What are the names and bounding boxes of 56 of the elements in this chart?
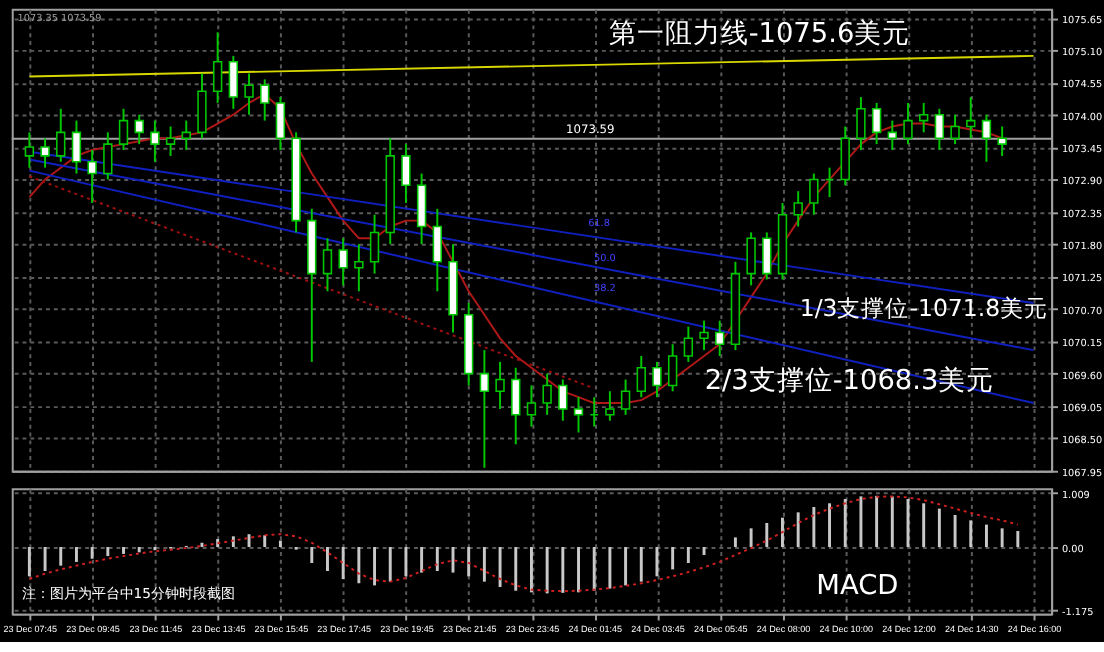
- candlestick: [322, 237, 333, 293]
- candlestick: [840, 125, 850, 187]
- candlestick: [103, 131, 113, 181]
- annotation: MACD: [816, 570, 899, 603]
- candlestick: [981, 113, 992, 163]
- candlestick: [918, 101, 929, 134]
- candlestick: [181, 119, 191, 151]
- candlestick: [558, 378, 568, 422]
- candlestick: [856, 96, 866, 151]
- candlestick: [746, 231, 756, 287]
- candlestick: [416, 172, 427, 246]
- candlestick: [87, 149, 97, 204]
- candlestick: [793, 190, 803, 228]
- candlestick: [118, 107, 129, 151]
- candlestick: [40, 137, 50, 169]
- candlestick: [542, 372, 552, 416]
- candlestick: [228, 54, 239, 110]
- candlestick: [950, 113, 960, 146]
- candlestick: [401, 143, 411, 204]
- candlestick: [495, 360, 505, 410]
- candlestick: [260, 78, 270, 122]
- candlestick: [526, 384, 537, 428]
- candlestick: [275, 96, 286, 151]
- candlestick: [903, 101, 913, 146]
- candlestick: [934, 107, 945, 151]
- candlestick: [715, 319, 725, 357]
- candlestick: [56, 107, 66, 163]
- candlestick: [966, 96, 976, 140]
- candlestick: [134, 113, 144, 146]
- candlestick: [762, 231, 772, 281]
- candlestick: [699, 319, 709, 352]
- candlestick: [636, 355, 646, 399]
- candlestick: [432, 207, 443, 293]
- candlestick: [244, 72, 254, 116]
- candlestick: [71, 119, 82, 175]
- candlestick: [150, 119, 160, 163]
- candlestick: [338, 237, 348, 287]
- candlestick: [605, 390, 615, 422]
- candlestick: [887, 119, 898, 151]
- annotation: 第一阻力线-1075.6美元: [608, 18, 911, 51]
- candlestick: [573, 396, 584, 434]
- candlestick: [511, 366, 521, 446]
- candlestick: [871, 101, 882, 146]
- candlestick: [652, 360, 662, 399]
- candlestick: [809, 172, 819, 216]
- candlestick: [24, 131, 35, 169]
- candlestick: [997, 125, 1007, 157]
- candlestick: [197, 72, 207, 140]
- candlestick: [369, 213, 380, 275]
- candlestick: [165, 125, 176, 157]
- candlestick: [620, 378, 631, 416]
- candlestick: [667, 343, 678, 393]
- candlestick: [212, 31, 223, 104]
- candlestick: [479, 349, 490, 469]
- candlestick: [683, 325, 694, 363]
- candlestick: [354, 243, 364, 293]
